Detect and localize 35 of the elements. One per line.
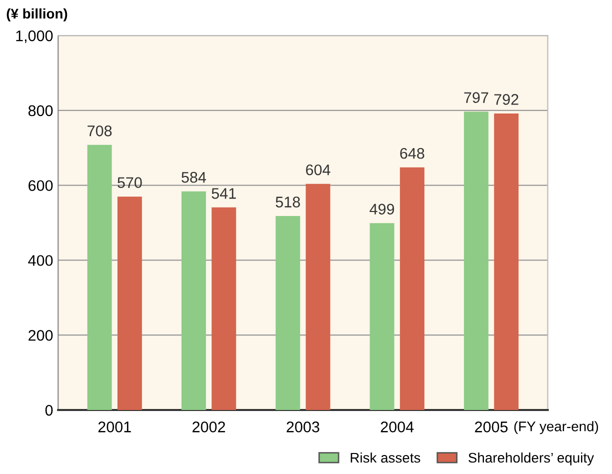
y-tick-label: 0 <box>45 404 53 416</box>
bar <box>87 144 112 410</box>
bar <box>276 216 300 410</box>
bar <box>306 184 330 410</box>
bar <box>464 112 488 410</box>
data-label: 708 <box>88 126 112 136</box>
y-tick-label: 1,000 <box>16 30 53 44</box>
data-label: 648 <box>400 148 424 159</box>
data-label: 797 <box>464 92 488 103</box>
data-label: 584 <box>182 172 206 183</box>
data-label: 541 <box>212 188 236 199</box>
y-tick-label: 400 <box>28 255 53 266</box>
data-label: 518 <box>276 196 300 208</box>
data-label: 499 <box>370 204 394 215</box>
bar <box>212 207 236 410</box>
bar <box>494 113 519 410</box>
data-label: 570 <box>118 177 142 188</box>
bar <box>181 191 206 410</box>
x-tick-label: 2003 <box>286 422 320 432</box>
y-axis-title: (¥ billion) <box>6 8 68 22</box>
y-tick-label: 600 <box>28 180 53 192</box>
bar <box>370 223 394 410</box>
bar <box>400 167 424 410</box>
text: (FY year-end) <box>514 421 598 434</box>
data-label: 604 <box>306 164 330 176</box>
x-tick-label: 2001 <box>98 422 131 432</box>
bar <box>117 196 142 410</box>
y-tick-label: 800 <box>28 105 53 116</box>
data-label: 792 <box>494 94 518 105</box>
legend-label: Risk assets <box>350 452 420 463</box>
x-tick-label: 2002 <box>192 422 226 432</box>
x-tick-label: 2004 <box>380 422 414 432</box>
legend-label: Shareholders’ equity <box>468 452 594 466</box>
y-tick-label: 200 <box>28 330 53 341</box>
x-tick-label: 2005 <box>475 422 508 432</box>
